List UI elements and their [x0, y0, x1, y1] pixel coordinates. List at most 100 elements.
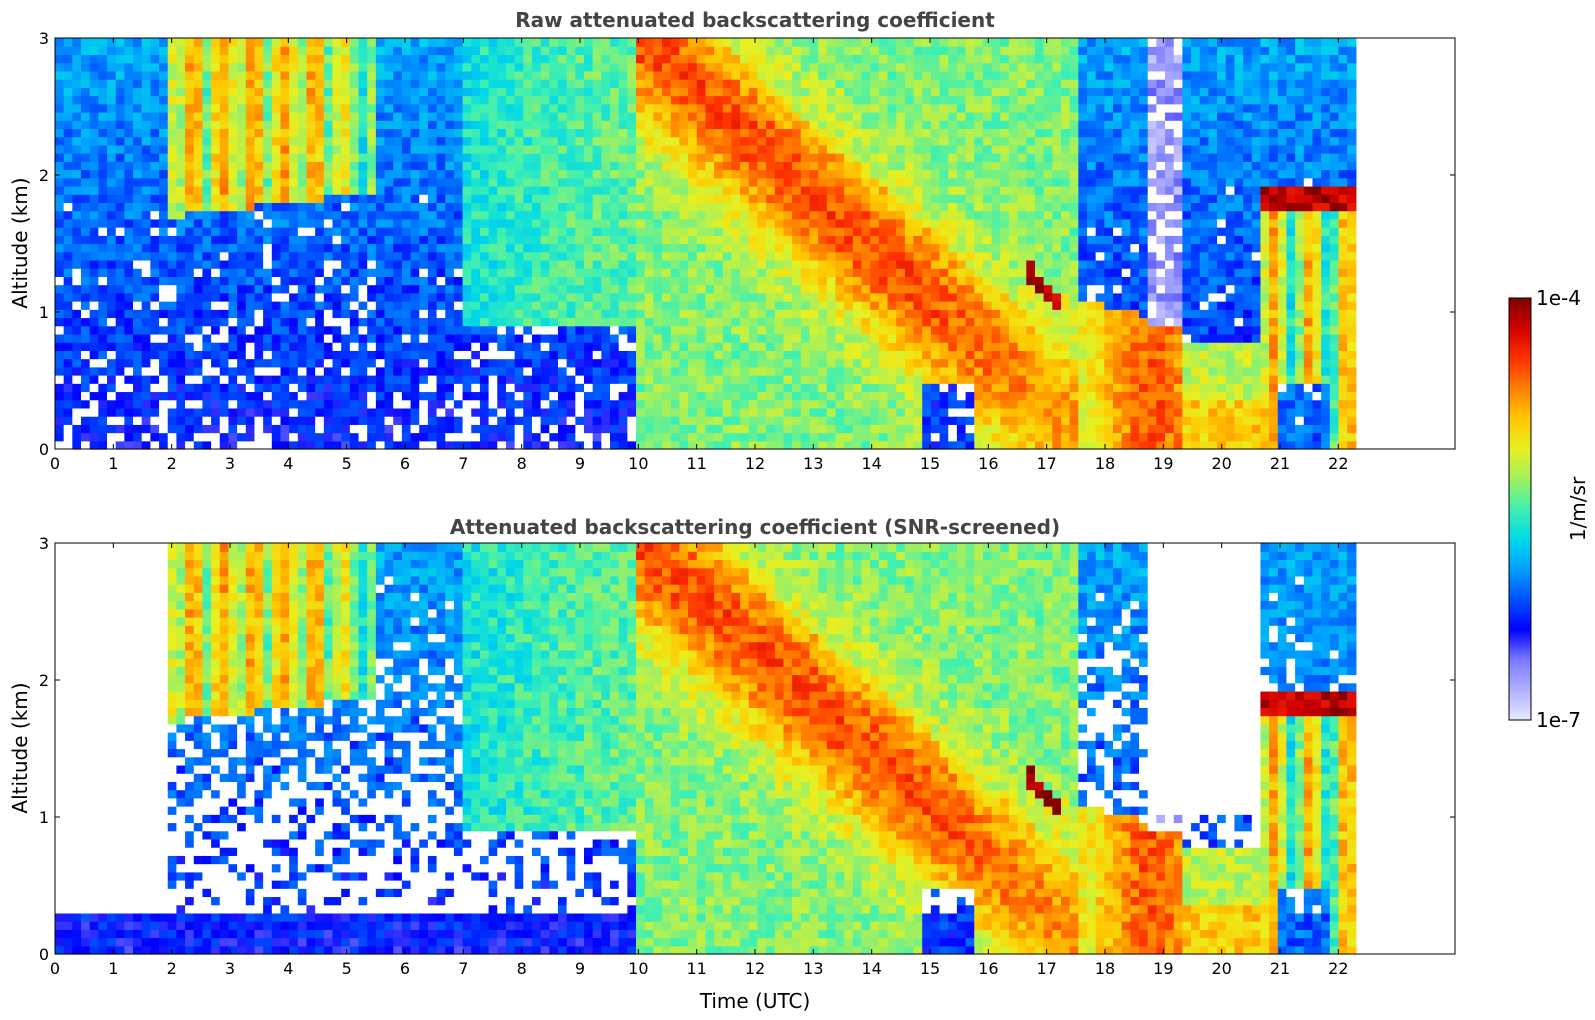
heatmap-cell	[150, 391, 159, 400]
heatmap-cell	[714, 178, 723, 187]
heatmap-cell	[437, 276, 446, 285]
heatmap-cell	[385, 137, 394, 146]
heatmap-cell	[827, 383, 836, 392]
heatmap-cell	[220, 145, 229, 154]
heatmap-cell	[306, 391, 315, 400]
heatmap-cell	[359, 359, 368, 368]
heatmap-cell	[411, 145, 420, 154]
heatmap-cell	[801, 400, 810, 409]
heatmap-cell	[254, 38, 263, 47]
heatmap-cell	[549, 367, 558, 376]
heatmap-cell	[367, 260, 376, 269]
heatmap-cell	[402, 112, 411, 121]
heatmap-cell	[220, 317, 229, 326]
heatmap-cell	[688, 194, 697, 203]
heatmap-cell	[506, 87, 515, 96]
heatmap-cell	[497, 350, 506, 359]
heatmap-cell	[306, 367, 315, 376]
heatmap-cell	[688, 309, 697, 318]
heatmap-cell	[107, 120, 116, 129]
heatmap-cell	[272, 227, 281, 236]
heatmap-cell	[142, 359, 151, 368]
heatmap-cell	[254, 334, 263, 343]
heatmap-cell	[194, 375, 203, 384]
heatmap-cell	[142, 400, 151, 409]
heatmap-cell	[350, 359, 359, 368]
heatmap-cell	[168, 145, 177, 154]
heatmap-cell	[627, 104, 636, 113]
heatmap-cell	[896, 219, 905, 228]
heatmap-cell	[81, 276, 90, 285]
heatmap-cell	[471, 342, 480, 351]
heatmap-cell	[601, 112, 610, 121]
heatmap-cell	[818, 227, 827, 236]
heatmap-cell	[653, 63, 662, 72]
heatmap-cell	[428, 244, 437, 253]
heatmap-cell	[809, 293, 818, 302]
heatmap-cell	[333, 285, 342, 294]
heatmap-cell	[263, 96, 272, 105]
heatmap-cell	[740, 375, 749, 384]
heatmap-cell	[202, 301, 211, 310]
heatmap-cell	[402, 87, 411, 96]
heatmap-cell	[324, 96, 333, 105]
heatmap-cell	[584, 161, 593, 170]
heatmap-cell	[662, 186, 671, 195]
heatmap-cell	[688, 383, 697, 392]
heatmap-cell	[575, 359, 584, 368]
heatmap-cell	[740, 227, 749, 236]
heatmap-cell	[376, 120, 385, 129]
heatmap-cell	[90, 367, 99, 376]
heatmap-cell	[341, 441, 350, 450]
heatmap-cell	[445, 268, 454, 277]
heatmap-cell	[775, 137, 784, 146]
heatmap-cell	[541, 186, 550, 195]
heatmap-cell	[879, 309, 888, 318]
heatmap-cell	[324, 367, 333, 376]
heatmap-cell	[471, 235, 480, 244]
heatmap-cell	[549, 63, 558, 72]
heatmap-cell	[228, 194, 237, 203]
heatmap-cell	[827, 334, 836, 343]
heatmap-cell	[523, 441, 532, 450]
heatmap-cell	[619, 400, 628, 409]
heatmap-cell	[879, 178, 888, 187]
heatmap-cell	[809, 244, 818, 253]
heatmap-cell	[315, 309, 324, 318]
heatmap-cell	[801, 137, 810, 146]
heatmap-cell	[116, 301, 125, 310]
heatmap-cell	[714, 87, 723, 96]
heatmap-cell	[272, 120, 281, 129]
heatmap-cell	[515, 416, 524, 425]
heatmap-cell	[740, 342, 749, 351]
heatmap-cell	[463, 383, 472, 392]
heatmap-cell	[636, 235, 645, 244]
heatmap-cell	[419, 38, 428, 47]
heatmap-cell	[627, 301, 636, 310]
heatmap-cell	[705, 186, 714, 195]
heatmap-cell	[575, 334, 584, 343]
heatmap-cell	[350, 71, 359, 80]
heatmap-cell	[272, 38, 281, 47]
heatmap-cell	[64, 408, 73, 417]
heatmap-cell	[263, 235, 272, 244]
heatmap-cell	[237, 424, 246, 433]
heatmap-cell	[220, 202, 229, 211]
heatmap-cell	[480, 128, 489, 137]
heatmap-cell	[324, 400, 333, 409]
heatmap-cell	[55, 408, 64, 417]
heatmap-cell	[150, 433, 159, 442]
heatmap-cell	[454, 367, 463, 376]
heatmap-cell	[228, 268, 237, 277]
heatmap-cell	[298, 276, 307, 285]
heatmap-cell	[549, 359, 558, 368]
heatmap-cell	[914, 326, 923, 335]
heatmap-cell	[116, 293, 125, 302]
heatmap-cell	[853, 219, 862, 228]
heatmap-cell	[489, 317, 498, 326]
heatmap-cell	[228, 104, 237, 113]
heatmap-cell	[870, 145, 879, 154]
heatmap-cell	[749, 424, 758, 433]
heatmap-cell	[72, 219, 81, 228]
heatmap-cell	[454, 170, 463, 179]
